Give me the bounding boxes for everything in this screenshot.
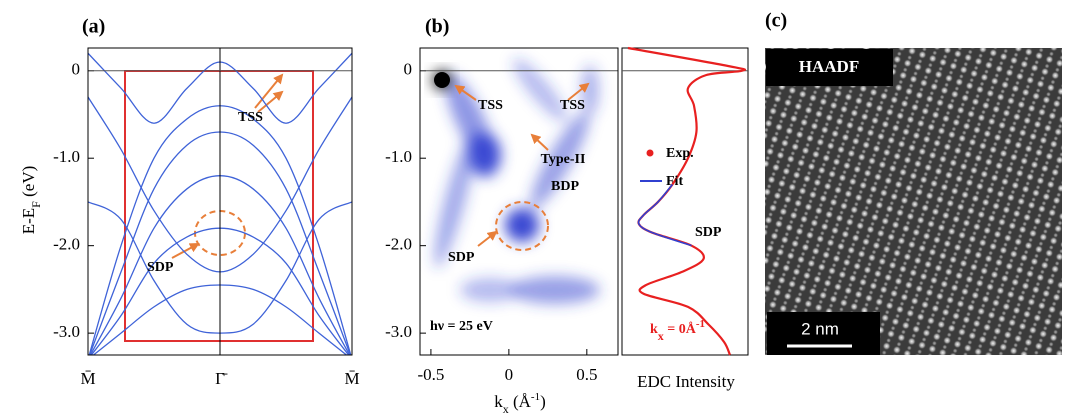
x-axis-label-part: x	[503, 402, 509, 416]
annotation: TSS	[560, 98, 585, 113]
kx-label-part: = 0Å	[664, 321, 697, 337]
haadf-label-box	[766, 49, 893, 86]
x-axis-label-part: k	[494, 392, 503, 411]
kx-label-part: x	[658, 329, 664, 343]
x-tick-label: 0.5	[576, 365, 597, 384]
panel-label: (c)	[765, 10, 787, 32]
arrows	[171, 73, 590, 259]
x-axis-label: kx (Å-1)	[494, 391, 546, 416]
image-label: HAADF	[799, 57, 859, 76]
y-tick-label: -2.0	[53, 235, 80, 254]
x-tick-label: M̄	[80, 369, 95, 388]
kx-label-part: -1	[696, 318, 705, 330]
y-tick-label: -1.0	[53, 147, 80, 166]
haadf-image	[765, 48, 1062, 355]
annotation: hν = 25 eV	[430, 319, 493, 334]
annotation: BDP	[551, 179, 579, 194]
annotation: SDP	[147, 260, 174, 275]
y-tick-label: -3.0	[53, 322, 80, 341]
legend-label: Exp.	[666, 146, 694, 161]
y-axis-label-part: F	[29, 201, 43, 208]
annotation: Type-II	[541, 152, 586, 167]
x-axis-label-part: )	[540, 392, 546, 411]
kx-label-part: k	[650, 322, 658, 337]
y-tick-label: 0	[72, 60, 81, 79]
annotation: SDP	[695, 225, 722, 240]
kx-label: kx = 0Å-1	[650, 318, 705, 343]
y-tick-label: -2.0	[385, 235, 412, 254]
annotation: SDP	[448, 250, 475, 265]
x-tick-label: Γ̄	[215, 369, 228, 388]
red-box	[124, 70, 314, 342]
frame	[419, 47, 619, 356]
x-axis-label-part: (Å	[509, 392, 532, 411]
y-tick-label: 0	[404, 60, 413, 79]
legend-label: Fit	[666, 174, 683, 189]
frame	[621, 47, 749, 356]
frame	[87, 47, 353, 356]
arpes-image	[420, 48, 618, 355]
y-axis-label-part: E-E	[19, 208, 38, 234]
edc-line	[627, 46, 747, 356]
x-tick-label: -0.5	[417, 365, 444, 384]
y-axis-label: E-EF (eV)	[19, 166, 43, 235]
scale-bar-box	[767, 312, 880, 355]
edc-line	[637, 183, 692, 247]
y-tick-label: -3.0	[385, 322, 412, 341]
y-tick-label: -1.0	[385, 147, 412, 166]
sdp-circle	[495, 201, 549, 251]
panel-label: (a)	[82, 16, 105, 38]
legend-marker	[646, 149, 654, 157]
scale-bar-label: 2 nm	[801, 319, 839, 338]
x-axis-label: EDC Intensity	[637, 372, 735, 391]
x-tick-label: M̄	[344, 369, 359, 388]
annotation: TSS	[478, 98, 503, 113]
y-axis-label-part: (eV)	[19, 166, 38, 201]
panel-label: (b)	[425, 16, 449, 38]
annotation: TSS	[238, 110, 263, 125]
x-axis-label-part: -1	[531, 391, 540, 403]
x-tick-label: 0	[505, 365, 514, 384]
